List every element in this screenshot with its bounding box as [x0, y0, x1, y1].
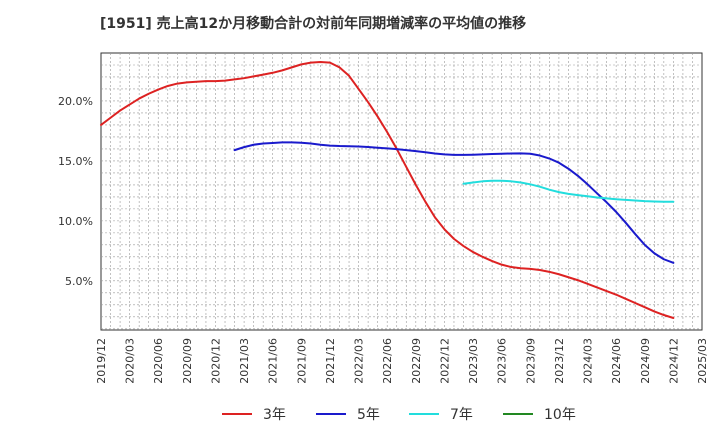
- x-tick-label: 2020/12: [209, 338, 222, 384]
- x-tick-label: 2020/09: [181, 338, 194, 384]
- x-axis: 2019/12 2020/03 2020/06 2020/09 2020/12 2021/…: [95, 338, 709, 384]
- chart-title: [1951] 売上高12か月移動合計の対前年同期増減率の平均値の推移: [100, 16, 527, 32]
- x-tick-label: 2025/03: [696, 338, 709, 384]
- x-tick-label: 2021/06: [267, 338, 280, 384]
- x-tick-label: 2024/09: [639, 338, 652, 384]
- legend-label: 3年: [263, 407, 286, 423]
- x-tick-label: 2022/03: [353, 338, 366, 384]
- x-tick-label: 2024/06: [610, 338, 623, 384]
- x-tick-label: 2022/06: [381, 338, 394, 384]
- x-tick-label: 2020/06: [152, 338, 165, 384]
- y-tick-label: 10.0%: [58, 215, 93, 228]
- x-tick-label: 2023/12: [553, 338, 566, 384]
- series-line-5年: [233, 141, 675, 264]
- x-tick-label: 2019/12: [95, 338, 108, 384]
- x-tick-label: 2023/06: [496, 338, 509, 384]
- y-tick-label: 15.0%: [58, 155, 93, 168]
- x-tick-label: 2024/12: [667, 338, 680, 384]
- y-tick-label: 5.0%: [65, 275, 93, 288]
- x-tick-label: 2024/03: [582, 338, 595, 384]
- x-tick-label: 2022/09: [410, 338, 423, 384]
- x-tick-label: 2022/12: [438, 338, 451, 384]
- legend-label: 5年: [357, 407, 380, 423]
- x-tick-label: 2021/09: [295, 338, 308, 384]
- y-axis: 5.0% 10.0% 15.0% 20.0%: [58, 95, 93, 288]
- x-tick-label: 2023/09: [524, 338, 537, 384]
- x-tick-label: 2020/03: [124, 338, 137, 384]
- series-line-3年: [100, 60, 675, 320]
- plot-area: [100, 52, 703, 331]
- series-layer: [100, 60, 675, 320]
- x-tick-label: 2021/03: [238, 338, 251, 384]
- x-tick-label: 2021/12: [324, 338, 337, 384]
- series-line-7年: [462, 179, 675, 203]
- x-tick-label: 2023/03: [467, 338, 480, 384]
- legend: 3年 5年 7年 10年: [222, 407, 576, 423]
- legend-label: 7年: [450, 407, 473, 423]
- legend-label: 10年: [544, 407, 576, 423]
- y-tick-label: 20.0%: [58, 95, 93, 108]
